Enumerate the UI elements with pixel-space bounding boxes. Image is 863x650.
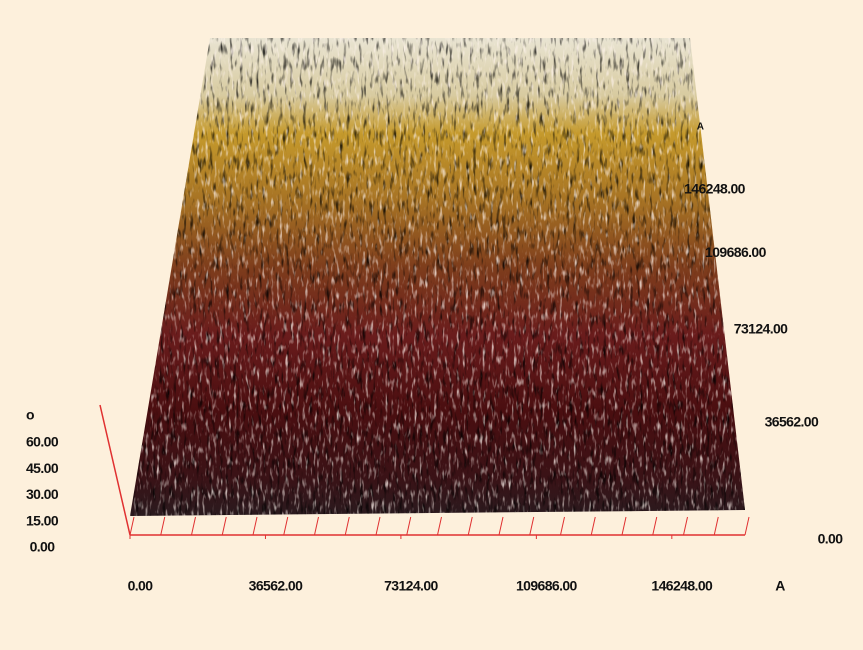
minor-tick xyxy=(252,516,258,536)
minor-tick xyxy=(129,516,135,536)
minor-tick xyxy=(652,516,658,536)
minor-tick xyxy=(683,516,688,536)
minor-tick xyxy=(621,516,627,536)
x-tick-label: 146248.00 xyxy=(651,578,713,594)
x-tick-label: 109686.00 xyxy=(516,578,578,594)
surface xyxy=(130,38,745,516)
minor-tick xyxy=(221,516,227,536)
minor-tick xyxy=(375,516,381,536)
z-tick-label: 45.00 xyxy=(26,460,59,476)
z-tick-label: 30.00 xyxy=(26,486,59,502)
z-axis xyxy=(99,404,131,536)
minor-tick xyxy=(560,516,565,536)
y-tick-label: 0.00 xyxy=(818,531,844,547)
y-axis-label: A xyxy=(697,122,704,133)
minor-tick xyxy=(314,516,319,536)
x-tick-label: 73124.00 xyxy=(384,578,438,594)
y-tick-label: 36562.00 xyxy=(765,414,819,430)
x-tick-label: 0.00 xyxy=(128,578,154,594)
minor-tick xyxy=(406,516,412,536)
y-tick-label: 146248.00 xyxy=(684,181,746,197)
minor-tick xyxy=(744,516,750,536)
minor-tick xyxy=(713,516,719,536)
x-axis-label: A xyxy=(775,578,785,594)
z-tick-label: 60.00 xyxy=(26,434,59,450)
minor-tick xyxy=(160,516,166,536)
z-tick-label: 0.00 xyxy=(30,539,56,555)
z-tick-label: 15.00 xyxy=(26,512,59,528)
minor-tick xyxy=(437,516,442,536)
minor-tick xyxy=(529,516,535,536)
z-axis-label: o xyxy=(26,407,34,423)
minor-tick xyxy=(467,516,473,536)
minor-tick xyxy=(191,516,196,536)
minor-tick xyxy=(283,516,289,536)
minor-tick xyxy=(344,516,350,536)
y-tick-label: 73124.00 xyxy=(734,320,788,336)
minor-tick xyxy=(590,516,596,536)
minor-tick xyxy=(498,516,504,536)
y-tick-label: 109686.00 xyxy=(705,244,767,260)
x-tick-label: 36562.00 xyxy=(249,578,303,594)
